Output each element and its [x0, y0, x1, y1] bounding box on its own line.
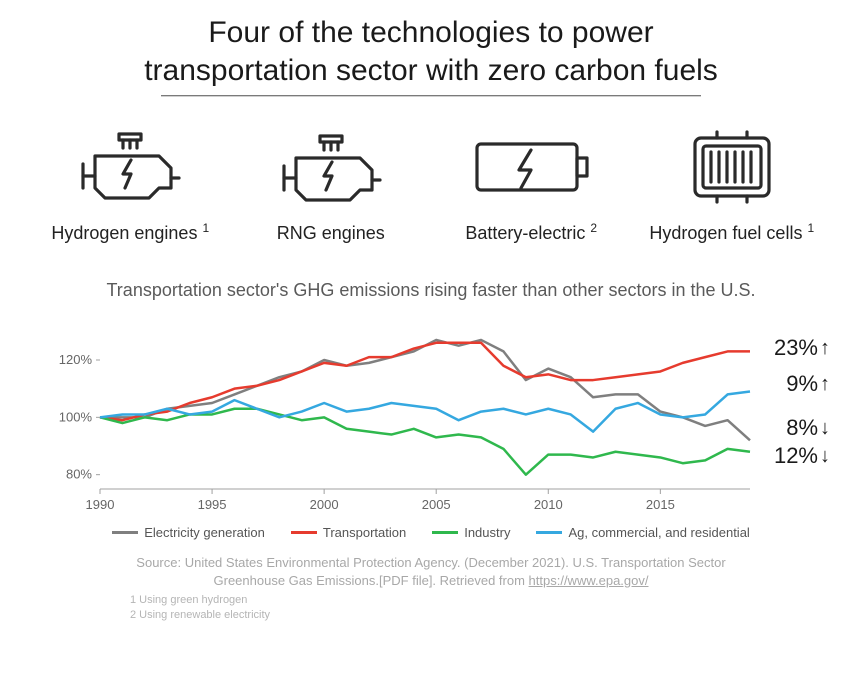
engine-bolt-icon: [231, 129, 431, 209]
technology-row: Hydrogen engines 1 RNG engines Battery-e…: [20, 127, 842, 244]
end-label: 9%↑: [786, 371, 830, 397]
footnote-2: 2 Using renewable electricity: [130, 608, 822, 623]
title-line-2: transportation sector with zero carbon f…: [144, 54, 718, 87]
svg-text:2000: 2000: [310, 497, 339, 512]
tech-item-0: Hydrogen engines 1: [30, 127, 230, 244]
tech-item-1: RNG engines: [231, 129, 431, 244]
svg-text:100%: 100%: [59, 409, 93, 424]
tech-label: Hydrogen fuel cells 1: [632, 221, 832, 244]
svg-text:1995: 1995: [198, 497, 227, 512]
tech-label: RNG engines: [231, 223, 431, 244]
svg-text:80%: 80%: [66, 467, 92, 482]
tech-item-3: Hydrogen fuel cells 1: [632, 127, 832, 244]
chart-legend: Electricity generation Transportation Indu…: [40, 525, 822, 540]
chart-container: 80%100%120%199019952000200520102015 23%↑…: [40, 311, 822, 521]
svg-text:2005: 2005: [422, 497, 451, 512]
legend-item: Electricity generation: [112, 525, 265, 540]
end-label: 8%↓: [786, 415, 830, 441]
line-chart: 80% 100% 120% 1990 1995 2000 2005 2010 2015: [40, 311, 830, 521]
footnote-1: 1 Using green hydrogen: [130, 593, 822, 608]
legend-item: Transportation: [291, 525, 406, 540]
footnotes: 1 Using green hydrogen 2 Using renewable…: [130, 593, 822, 624]
battery-bolt-icon: [431, 127, 631, 207]
engine-bolt-icon: [30, 127, 230, 207]
title-divider: [161, 95, 701, 97]
tech-label: Hydrogen engines 1: [30, 221, 230, 244]
tech-label: Battery-electric 2: [431, 221, 631, 244]
fuel-cell-icon: [632, 127, 832, 207]
title-line-1: Four of the technologies to power: [208, 16, 653, 49]
svg-text:2015: 2015: [646, 497, 675, 512]
svg-text:1990: 1990: [86, 497, 115, 512]
page-title: Four of the technologies to power transp…: [71, 14, 791, 89]
svg-text:2010: 2010: [534, 497, 563, 512]
legend-item: Industry: [432, 525, 510, 540]
chart-section: Transportation sector's GHG emissions ri…: [20, 280, 842, 624]
end-label: 23%↑: [774, 335, 830, 361]
source-link[interactable]: https://www.epa.gov/: [529, 573, 649, 588]
end-label: 12%↓: [774, 443, 830, 469]
svg-text:120%: 120%: [59, 352, 93, 367]
tech-item-2: Battery-electric 2: [431, 127, 631, 244]
legend-item: Ag, commercial, and residential: [536, 525, 749, 540]
chart-title: Transportation sector's GHG emissions ri…: [40, 280, 822, 301]
source-citation: Source: United States Environmental Prot…: [111, 554, 751, 589]
end-labels: 23%↑ 9%↑ 8%↓12%↓: [750, 311, 830, 491]
